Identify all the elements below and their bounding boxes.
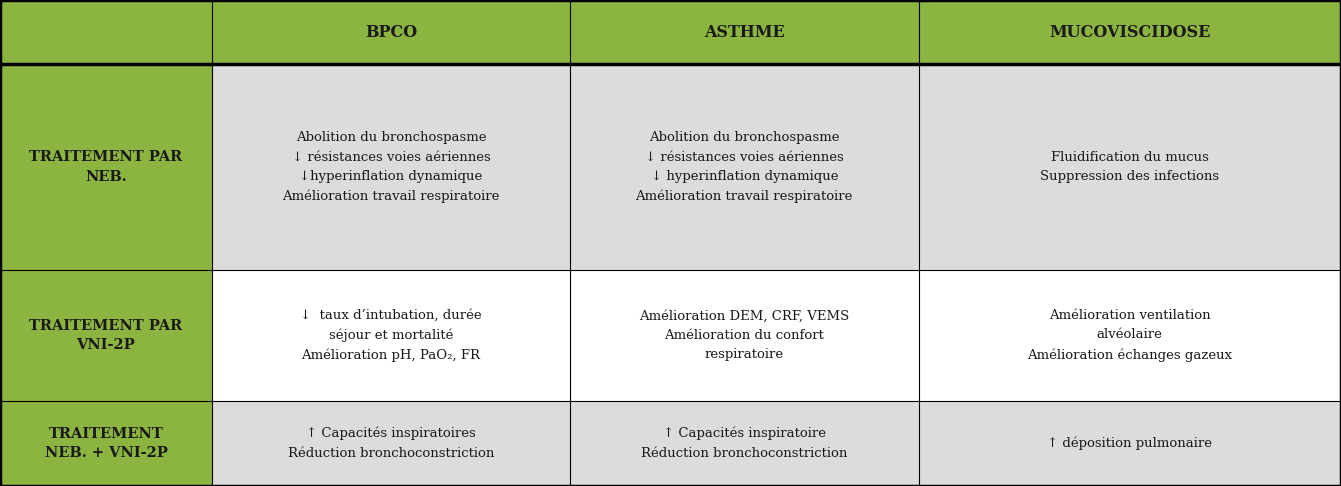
Bar — [0, 0, 212, 64]
Text: ↓  taux d’intubation, durée
séjour et mortalité
Amélioration pH, PaO₂, FR: ↓ taux d’intubation, durée séjour et mor… — [300, 309, 481, 362]
Text: Amélioration ventilation
alvéolaire
Amélioration échanges gazeux: Amélioration ventilation alvéolaire Amél… — [1027, 309, 1232, 362]
Text: Fluidification du mucus
Suppression des infections: Fluidification du mucus Suppression des … — [1041, 151, 1219, 183]
Bar — [212, 401, 570, 486]
Text: MUCOVISCIDOSE: MUCOVISCIDOSE — [1049, 24, 1211, 40]
Bar — [0, 64, 212, 270]
Bar — [919, 401, 1341, 486]
Bar — [212, 64, 570, 270]
Text: ↑ déposition pulmonaire: ↑ déposition pulmonaire — [1047, 437, 1212, 450]
Text: BPCO: BPCO — [365, 24, 417, 40]
Bar — [212, 270, 570, 401]
Text: ↑ Capacités inspiratoires
Réduction bronchoconstriction: ↑ Capacités inspiratoires Réduction bron… — [288, 427, 493, 460]
Bar — [0, 270, 212, 401]
Text: TRAITEMENT
NEB. + VNI-2P: TRAITEMENT NEB. + VNI-2P — [44, 427, 168, 460]
Text: ↑ Capacités inspiratoire
Réduction bronchoconstriction: ↑ Capacités inspiratoire Réduction bronc… — [641, 427, 848, 460]
Text: ASTHME: ASTHME — [704, 24, 784, 40]
Bar — [919, 64, 1341, 270]
Text: Amélioration DEM, CRF, VEMS
Amélioration du confort
respiratoire: Amélioration DEM, CRF, VEMS Amélioration… — [640, 310, 849, 361]
Bar — [919, 270, 1341, 401]
Bar — [570, 270, 919, 401]
Bar — [570, 401, 919, 486]
Text: TRAITEMENT PAR
NEB.: TRAITEMENT PAR NEB. — [30, 150, 182, 184]
Bar — [212, 0, 570, 64]
Bar — [919, 0, 1341, 64]
Text: Abolition du bronchospasme
↓ résistances voies aériennes
↓hyperinflation dynamiq: Abolition du bronchospasme ↓ résistances… — [282, 131, 500, 203]
Text: Abolition du bronchospasme
↓ résistances voies aériennes
↓ hyperinflation dynami: Abolition du bronchospasme ↓ résistances… — [636, 131, 853, 203]
Bar — [0, 401, 212, 486]
Text: TRAITEMENT PAR
VNI-2P: TRAITEMENT PAR VNI-2P — [30, 319, 182, 352]
Bar — [570, 64, 919, 270]
Bar — [570, 0, 919, 64]
